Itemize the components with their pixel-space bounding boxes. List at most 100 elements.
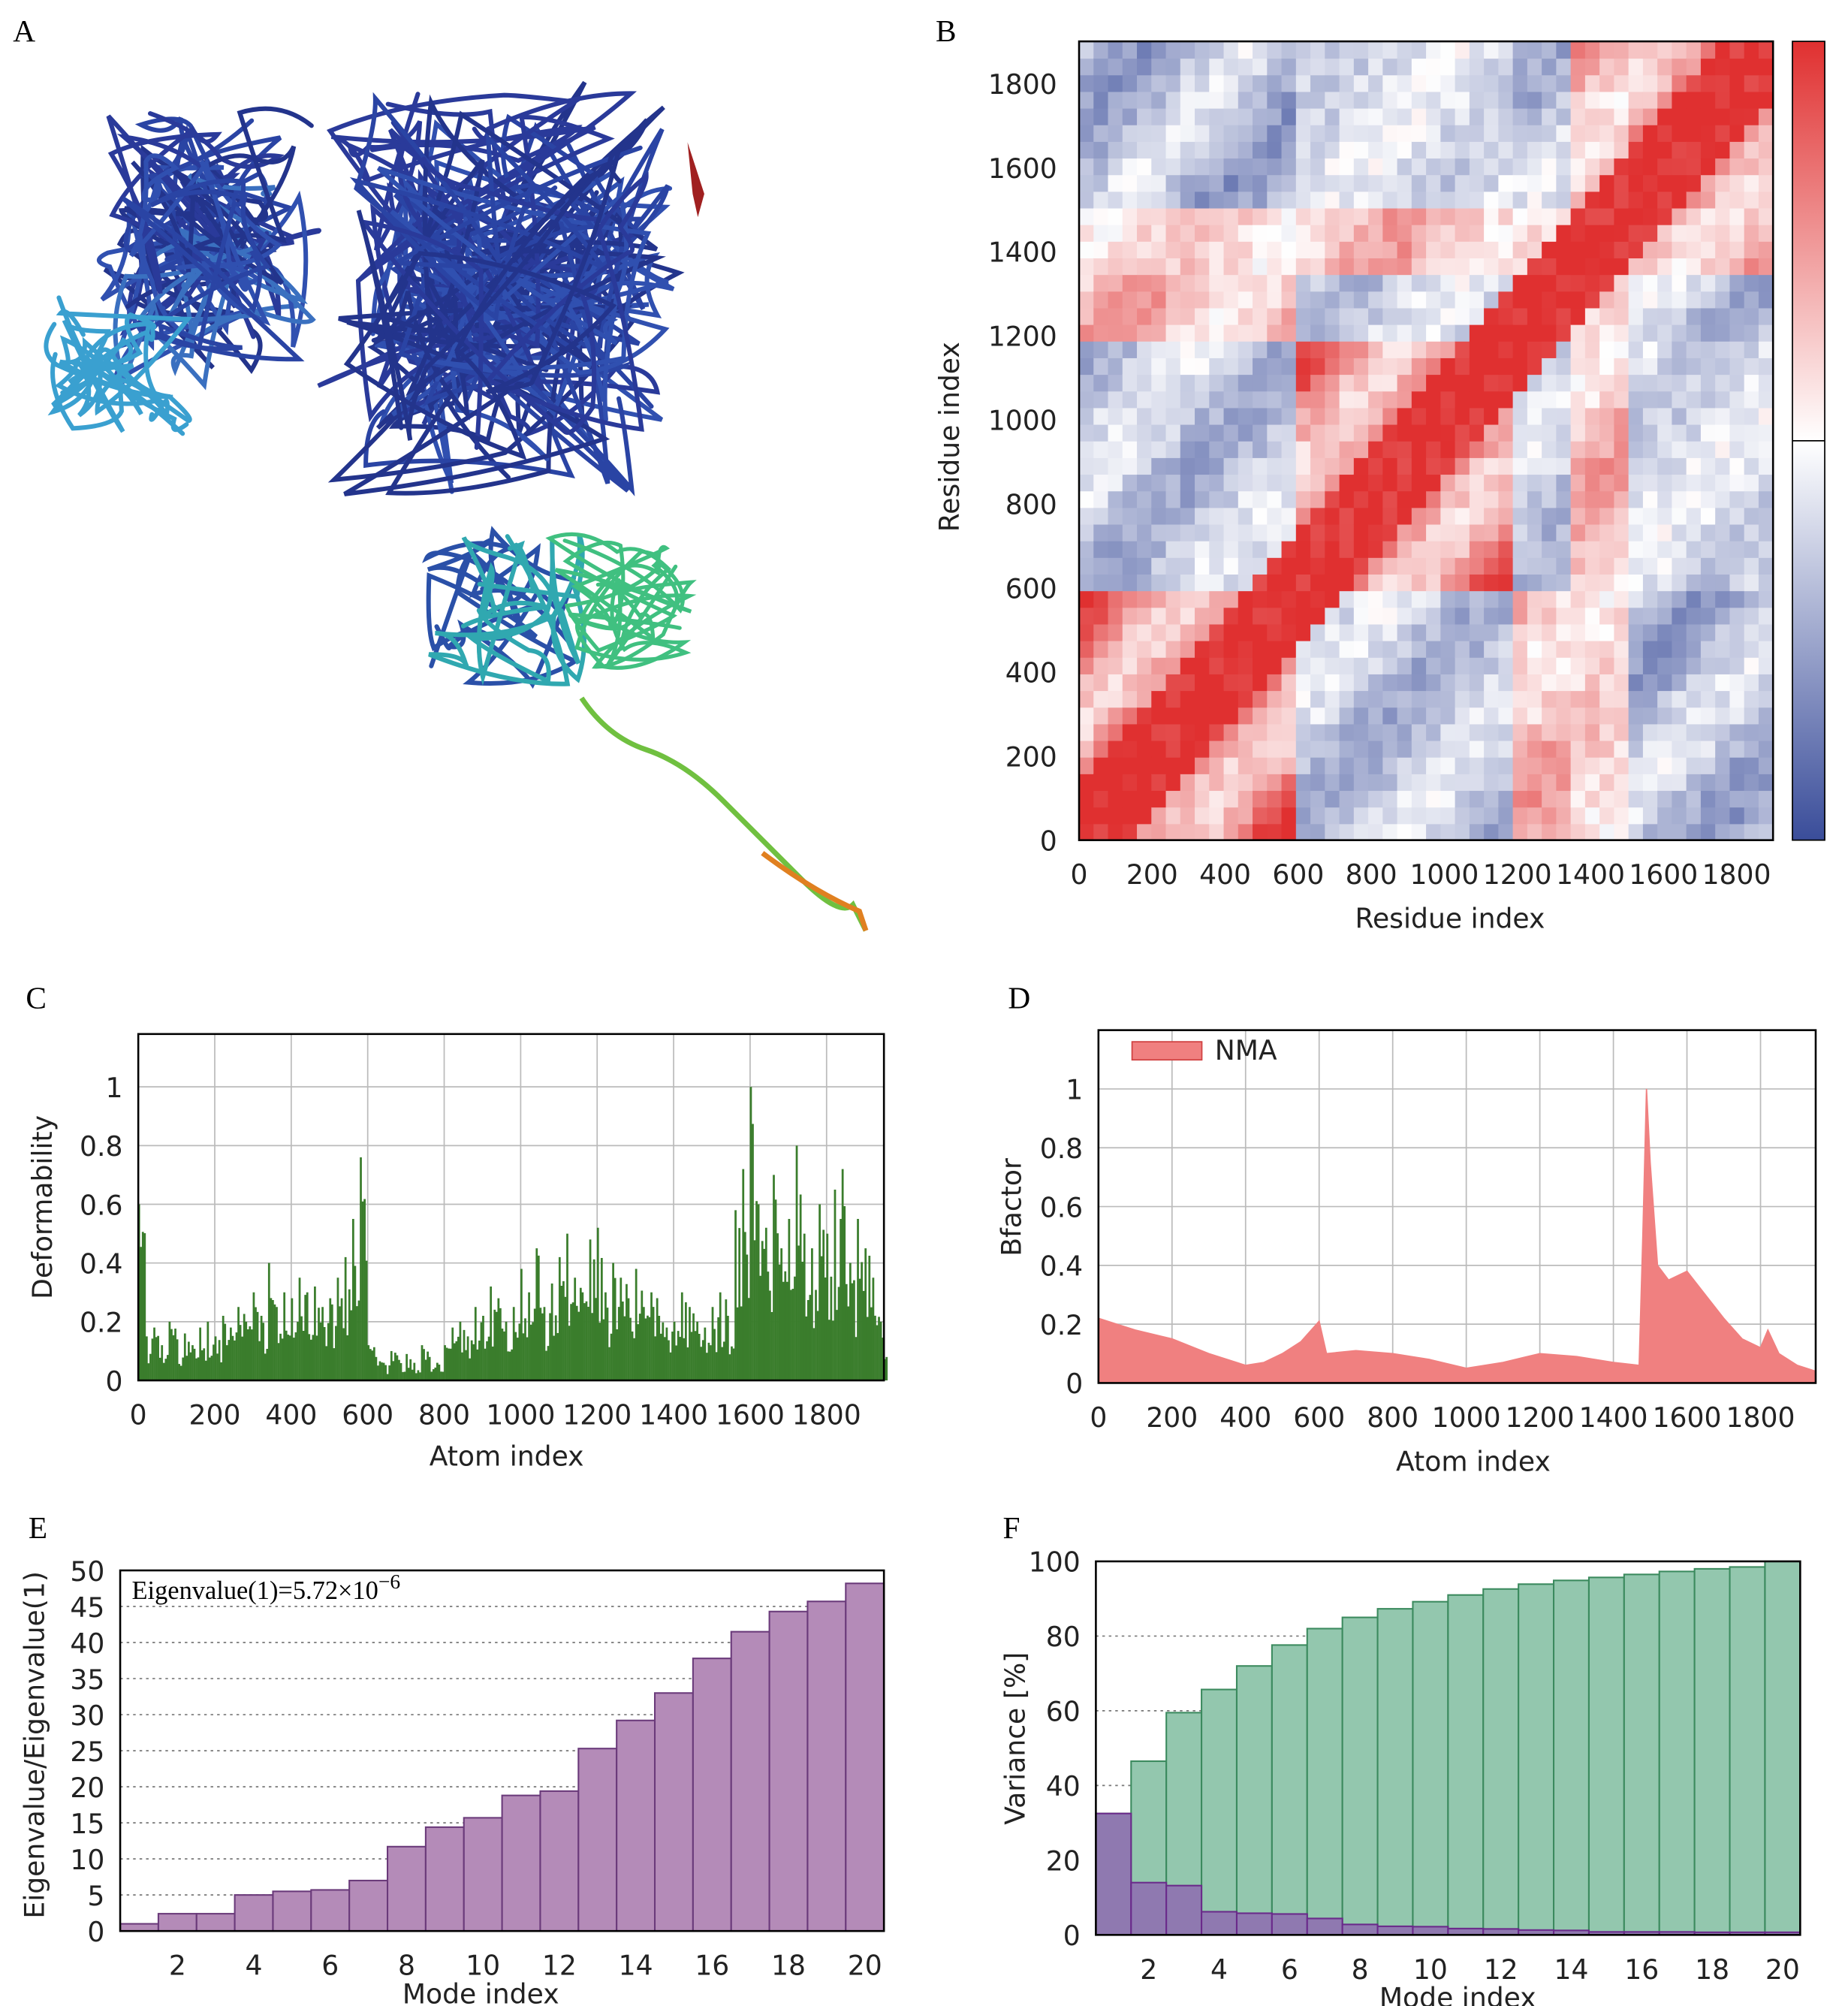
heatmap-cell <box>1642 207 1659 225</box>
heatmap-cell <box>1151 258 1167 276</box>
heatmap-cell <box>1180 474 1195 492</box>
heatmap-cell <box>1440 774 1456 792</box>
heatmap-cell <box>1310 607 1326 625</box>
heatmap-cell <box>1151 740 1167 758</box>
heatmap-cell <box>1657 258 1673 276</box>
heatmap-cell <box>1542 707 1557 725</box>
heatmap-cell <box>1368 307 1384 325</box>
heatmap-cell <box>1657 490 1673 508</box>
heatmap-cell <box>1079 207 1095 225</box>
heatmap-cell <box>1715 274 1731 292</box>
heatmap-cell <box>1729 41 1745 59</box>
heatmap-cell <box>1440 807 1456 825</box>
heatmap-cell <box>1657 391 1673 409</box>
heatmap-cell <box>1209 607 1225 625</box>
heatmap-cell <box>1238 557 1253 575</box>
heatmap-cell <box>1599 590 1615 608</box>
heatmap-cell <box>1368 357 1384 376</box>
heatmap-cell <box>1440 490 1456 508</box>
heatmap-cell <box>1556 457 1572 475</box>
heatmap-cell <box>1542 324 1557 342</box>
heatmap-cell <box>1469 407 1485 425</box>
heatmap-cell <box>1700 740 1717 758</box>
heatmap-cell <box>1556 474 1572 492</box>
heatmap-cell <box>1281 723 1297 741</box>
heatmap-cell <box>1599 807 1615 825</box>
heatmap-cell <box>1729 391 1745 409</box>
heatmap-cell <box>1368 690 1384 708</box>
heatmap-cell <box>1151 490 1167 508</box>
x-tick-label: 20 <box>1765 1953 1800 1986</box>
heatmap-cell <box>1325 407 1340 425</box>
heatmap-cell <box>1527 324 1542 342</box>
heatmap-cell <box>1353 207 1369 225</box>
heatmap-cell <box>1295 391 1311 409</box>
heatmap-cell <box>1079 807 1095 825</box>
heatmap-cell <box>1382 191 1398 209</box>
heatmap-cell <box>1440 224 1456 242</box>
heatmap-cell <box>1715 740 1731 758</box>
heatmap-cell <box>1093 424 1109 442</box>
heatmap-cell <box>1281 574 1297 592</box>
heatmap-cell <box>1744 340 1759 358</box>
heatmap-cell <box>1455 274 1470 292</box>
heatmap-cell <box>1584 224 1601 242</box>
heatmap-cell <box>1093 490 1109 508</box>
heatmap-cell <box>1223 790 1239 808</box>
heatmap-cell <box>1758 258 1774 276</box>
heatmap-cell <box>1137 574 1153 592</box>
heatmap-cell <box>1209 774 1225 792</box>
heatmap-cell <box>1151 623 1167 641</box>
heatmap-cell <box>1382 291 1398 309</box>
heatmap-cell <box>1657 74 1673 92</box>
heatmap-cell <box>1209 224 1225 242</box>
heatmap-cell <box>1527 224 1542 242</box>
heatmap-cell <box>1527 457 1542 475</box>
heatmap-cell <box>1122 374 1138 392</box>
heatmap-cell <box>1310 590 1326 608</box>
heatmap-cell <box>1295 774 1311 792</box>
heatmap-cell <box>1281 507 1297 525</box>
x-tick-label: 6 <box>321 1950 339 1982</box>
heatmap-cell <box>1368 291 1384 309</box>
heatmap-cell <box>1440 457 1456 475</box>
heatmap-cell <box>1209 490 1225 508</box>
heatmap-cell <box>1151 124 1167 142</box>
heatmap-cell <box>1715 41 1731 59</box>
heatmap-cell <box>1122 607 1138 625</box>
heatmap-cell <box>1180 357 1195 376</box>
heatmap-cell <box>1758 357 1774 376</box>
heatmap-cell <box>1195 640 1210 658</box>
heatmap-cell <box>1729 756 1745 774</box>
heatmap-cell <box>1570 141 1586 159</box>
heatmap-cell <box>1570 440 1586 458</box>
heatmap-cell <box>1744 457 1759 475</box>
heatmap-cell <box>1137 756 1153 774</box>
heatmap-cell <box>1584 357 1601 376</box>
heatmap-cell <box>1657 357 1673 376</box>
heatmap-cell <box>1238 207 1253 225</box>
heatmap-cell <box>1426 440 1442 458</box>
x-tick-label: 1400 <box>1556 858 1625 891</box>
heatmap-cell <box>1180 823 1195 841</box>
heatmap-cell <box>1353 457 1369 475</box>
heatmap-cell <box>1426 258 1442 276</box>
heatmap-cell <box>1700 374 1717 392</box>
heatmap-cell <box>1397 307 1412 325</box>
heatmap-cell <box>1498 774 1514 792</box>
heatmap-cell <box>1310 640 1326 658</box>
heatmap-cell <box>1195 141 1210 159</box>
heatmap-cell <box>1137 224 1153 242</box>
heatmap-cell <box>1325 424 1340 442</box>
heatmap-cell <box>1570 74 1586 92</box>
heatmap-cell <box>1122 141 1138 159</box>
heatmap-cell <box>1267 640 1283 658</box>
eigenvalue-bar <box>195 1913 236 1932</box>
heatmap-cell <box>1614 424 1629 442</box>
heatmap-cell <box>1614 823 1629 841</box>
heatmap-cell <box>1368 540 1384 558</box>
heatmap-cell <box>1108 240 1123 259</box>
heatmap-cell <box>1556 324 1572 342</box>
heatmap-cell <box>1267 124 1283 142</box>
heatmap-cell <box>1542 723 1557 741</box>
